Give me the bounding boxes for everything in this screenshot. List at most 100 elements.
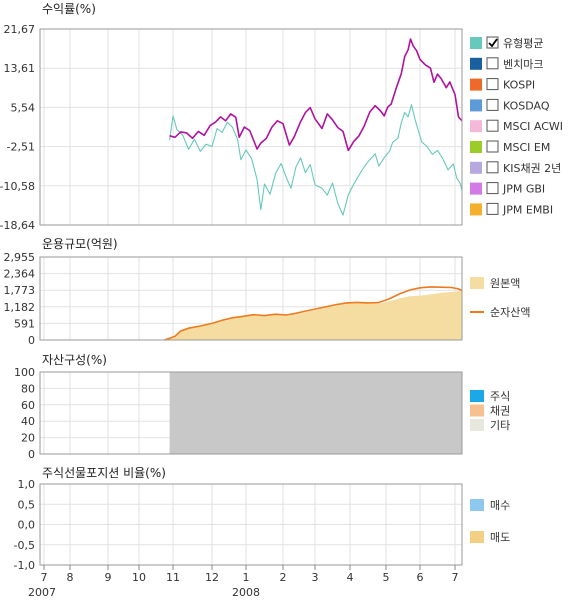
futures-plot-frame bbox=[39, 483, 463, 566]
asset-series bbox=[169, 372, 462, 454]
y-tick-label: 0 bbox=[28, 448, 35, 461]
returns-panel: 수익률(%) 21,67 13,61 5,54 -2,51 -10,58 -18,64 유… bbox=[0, 2, 563, 232]
aum-plot-frame bbox=[39, 256, 463, 341]
returns-title: 수익률(%) bbox=[42, 2, 96, 16]
y-tick-label: 100 bbox=[14, 366, 35, 379]
aum-series bbox=[164, 286, 463, 341]
y-tick-label: 0,0 bbox=[18, 519, 36, 532]
legend-label: JPM GBI bbox=[502, 183, 545, 196]
x-tick-label: 12 bbox=[205, 571, 219, 584]
legend-swatch bbox=[470, 57, 482, 70]
year-label-2007: 2007 bbox=[28, 586, 56, 599]
y-tick-label: 20 bbox=[21, 432, 35, 445]
x-tick-label: 8 bbox=[67, 571, 74, 584]
legend-label: 매도 bbox=[490, 531, 510, 544]
legend-swatch bbox=[470, 404, 484, 417]
legend-swatch bbox=[470, 37, 482, 49]
x-tick-label: 6 bbox=[417, 571, 424, 584]
legend-checkbox[interactable] bbox=[486, 119, 499, 132]
legend-swatch bbox=[470, 182, 482, 195]
y-tick-label: 1,0 bbox=[18, 478, 36, 491]
y-tick-label: 0 bbox=[28, 334, 35, 347]
legend-swatch bbox=[470, 141, 482, 153]
legend-label: JPM EMBI bbox=[502, 203, 553, 216]
aum-title: 운용규모(억원) bbox=[42, 237, 118, 251]
x-tick-label: 4 bbox=[347, 571, 354, 584]
futures-grid bbox=[40, 483, 462, 566]
legend-checkbox[interactable] bbox=[486, 161, 499, 174]
y-tick-label: 2,955 bbox=[4, 251, 36, 264]
y-tick-label: 591 bbox=[14, 317, 35, 330]
returns-lines bbox=[169, 38, 463, 216]
y-tick-label: -1,0 bbox=[14, 559, 35, 572]
aum-y-ticks: 2,955 2,364 1,773 1,182 591 0 bbox=[4, 251, 36, 347]
x-tick-label: 11 bbox=[166, 571, 180, 584]
y-tick-label: 1,773 bbox=[4, 284, 36, 297]
series-area-other bbox=[169, 372, 462, 454]
asset-plot-frame bbox=[39, 371, 463, 455]
legend-swatch bbox=[470, 390, 484, 402]
x-tick-label: 7 bbox=[452, 571, 459, 584]
series-area-principal bbox=[164, 290, 462, 340]
x-tick-label: 10 bbox=[132, 571, 146, 584]
x-tick-label: 9 bbox=[105, 571, 112, 584]
futures-y-ticks: 1,0 0,5 0,0 -0,5 -1,0 bbox=[14, 478, 35, 572]
legend-checkbox[interactable] bbox=[486, 98, 499, 111]
y-tick-label: -2,51 bbox=[7, 141, 35, 154]
asset-y-ticks: 100 80 60 40 20 0 bbox=[14, 366, 35, 461]
legend-label: 원본액 bbox=[490, 277, 520, 290]
year-label-2008: 2008 bbox=[232, 586, 260, 599]
legend-swatch bbox=[470, 120, 482, 133]
x-tick-label: 1 bbox=[243, 571, 250, 584]
month-axis: 7 8 9 10 11 12 1 2 3 4 5 6 7 bbox=[41, 565, 459, 584]
y-tick-label: 13,61 bbox=[4, 62, 36, 75]
legend-checkbox[interactable] bbox=[486, 140, 499, 153]
legend-label: MSCI ACWI bbox=[503, 120, 563, 133]
y-tick-label: -0,5 bbox=[14, 539, 35, 552]
legend-label: KOSPI bbox=[503, 79, 535, 92]
legend-swatch bbox=[470, 419, 484, 431]
legend-checkbox[interactable] bbox=[486, 57, 499, 70]
asset-title: 자산구성(%) bbox=[42, 353, 107, 367]
y-tick-label: 80 bbox=[21, 382, 35, 395]
y-tick-label: 0,5 bbox=[18, 498, 36, 511]
y-tick-label: 2,364 bbox=[4, 268, 36, 281]
legend-label: 벤치마크 bbox=[503, 58, 543, 71]
y-tick-label: -18,64 bbox=[0, 219, 35, 232]
x-tick-label: 7 bbox=[41, 571, 48, 584]
legend-swatch bbox=[470, 161, 482, 174]
x-tick-label: 5 bbox=[383, 571, 390, 584]
legend-label: 기타 bbox=[490, 419, 510, 432]
legend-label: 주식 bbox=[490, 390, 510, 403]
legend-swatch bbox=[470, 499, 484, 511]
legend-label: 매수 bbox=[490, 499, 510, 512]
y-tick-label: 40 bbox=[21, 415, 35, 428]
legend-checkbox[interactable] bbox=[486, 202, 499, 215]
legend-checkbox[interactable] bbox=[486, 36, 499, 49]
legend-label: MSCI EM bbox=[503, 141, 550, 154]
legend-checkbox[interactable] bbox=[486, 182, 499, 195]
returns-plot-frame bbox=[39, 28, 463, 226]
legend-label: KOSDAQ bbox=[503, 99, 550, 112]
series-line-net-assets bbox=[164, 286, 463, 341]
legend-swatch bbox=[470, 78, 482, 91]
checkmark-icon bbox=[488, 38, 498, 48]
y-tick-label: 1,182 bbox=[4, 301, 36, 314]
returns-y-ticks: 21,67 13,61 5,54 -2,51 -10,58 -18,64 bbox=[0, 23, 35, 232]
y-tick-label: 5,54 bbox=[11, 101, 36, 114]
x-tick-label: 2 bbox=[280, 571, 287, 584]
aum-panel: 운용규모(억원) 2,955 2,364 1,773 1,182 591 0 원본액순자산… bbox=[4, 237, 531, 347]
legend-swatch bbox=[470, 203, 482, 216]
futures-title: 주식선물포지션 비율(%) bbox=[42, 466, 166, 480]
y-tick-label: -10,58 bbox=[0, 180, 35, 193]
y-tick-label: 21,67 bbox=[4, 23, 36, 36]
legend-checkbox[interactable] bbox=[486, 78, 499, 91]
legend-swatch bbox=[470, 99, 482, 112]
x-tick-label: 3 bbox=[312, 571, 319, 584]
